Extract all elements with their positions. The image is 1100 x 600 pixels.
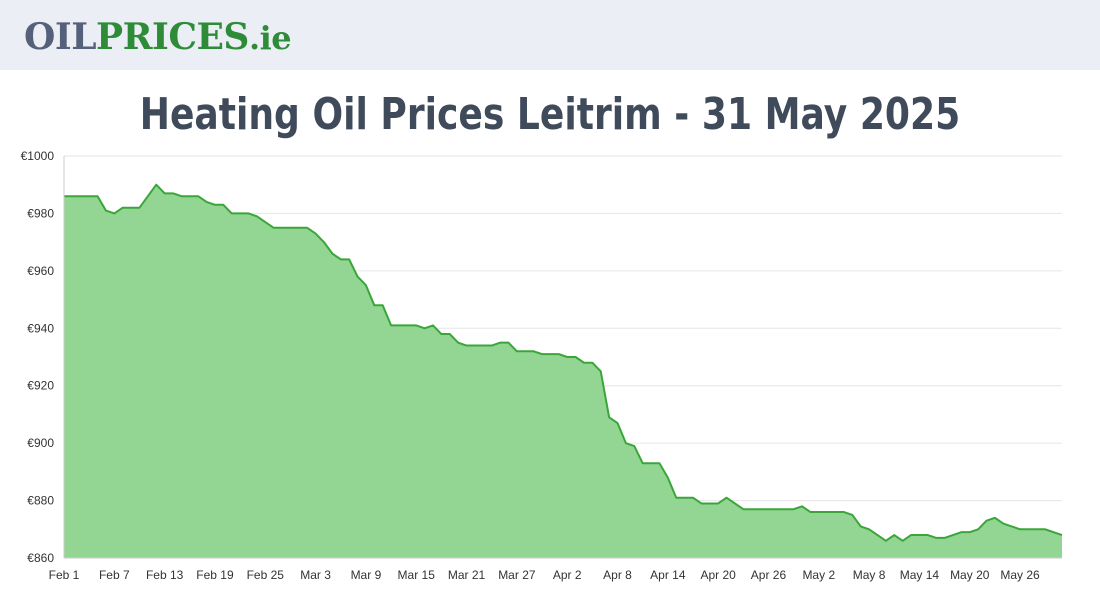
y-tick-label: €880	[27, 494, 54, 508]
x-tick-label: Mar 9	[351, 568, 382, 582]
x-tick-label: May 20	[950, 568, 990, 582]
y-tick-label: €900	[27, 436, 54, 450]
x-tick-label: Apr 20	[700, 568, 736, 582]
x-tick-label: Apr 8	[603, 568, 632, 582]
x-tick-label: Mar 15	[398, 568, 436, 582]
x-tick-label: May 14	[900, 568, 940, 582]
y-tick-label: €960	[27, 264, 54, 278]
x-tick-label: Feb 19	[196, 568, 234, 582]
price-area	[64, 184, 1062, 558]
y-tick-label: €940	[27, 321, 54, 335]
y-tick-label: €860	[27, 551, 54, 565]
price-line	[64, 183, 1063, 542]
y-tick-label: €980	[27, 206, 54, 220]
x-tick-label: Mar 27	[498, 568, 536, 582]
x-tick-label: Mar 3	[300, 568, 331, 582]
x-tick-label: May 8	[853, 568, 886, 582]
site-header: OILPRICES.ie	[0, 0, 1100, 70]
x-tick-label: Feb 13	[146, 568, 184, 582]
x-tick-label: May 2	[802, 568, 835, 582]
x-tick-label: Apr 26	[751, 568, 787, 582]
logo-ie-text: .ie	[248, 19, 292, 57]
logo-prices-text: PRICES	[96, 16, 249, 58]
site-logo[interactable]: OILPRICES.ie	[24, 14, 292, 61]
price-chart: €860 €880 €900 €920 €940 €960 €980 €1000 Feb 1 Fe…	[0, 146, 1100, 600]
x-tick-label: May 26	[1000, 568, 1040, 582]
x-tick-label: Apr 14	[650, 568, 686, 582]
y-tick-label: €1000	[21, 149, 55, 163]
x-tick-label: Feb 1	[49, 568, 80, 582]
price-chart-svg: €860 €880 €900 €920 €940 €960 €980 €1000 Feb 1 Fe…	[21, 149, 1063, 582]
page-title: Heating Oil Prices Leitrim - 31 May 2025	[139, 89, 961, 140]
x-tick-label: Feb 25	[247, 568, 285, 582]
x-tick-label: Mar 21	[448, 568, 486, 582]
x-tick-label: Apr 2	[553, 568, 582, 582]
logo-oil-text: OIL	[24, 16, 97, 58]
y-tick-label: €920	[27, 379, 54, 393]
x-tick-label: Feb 7	[99, 568, 130, 582]
